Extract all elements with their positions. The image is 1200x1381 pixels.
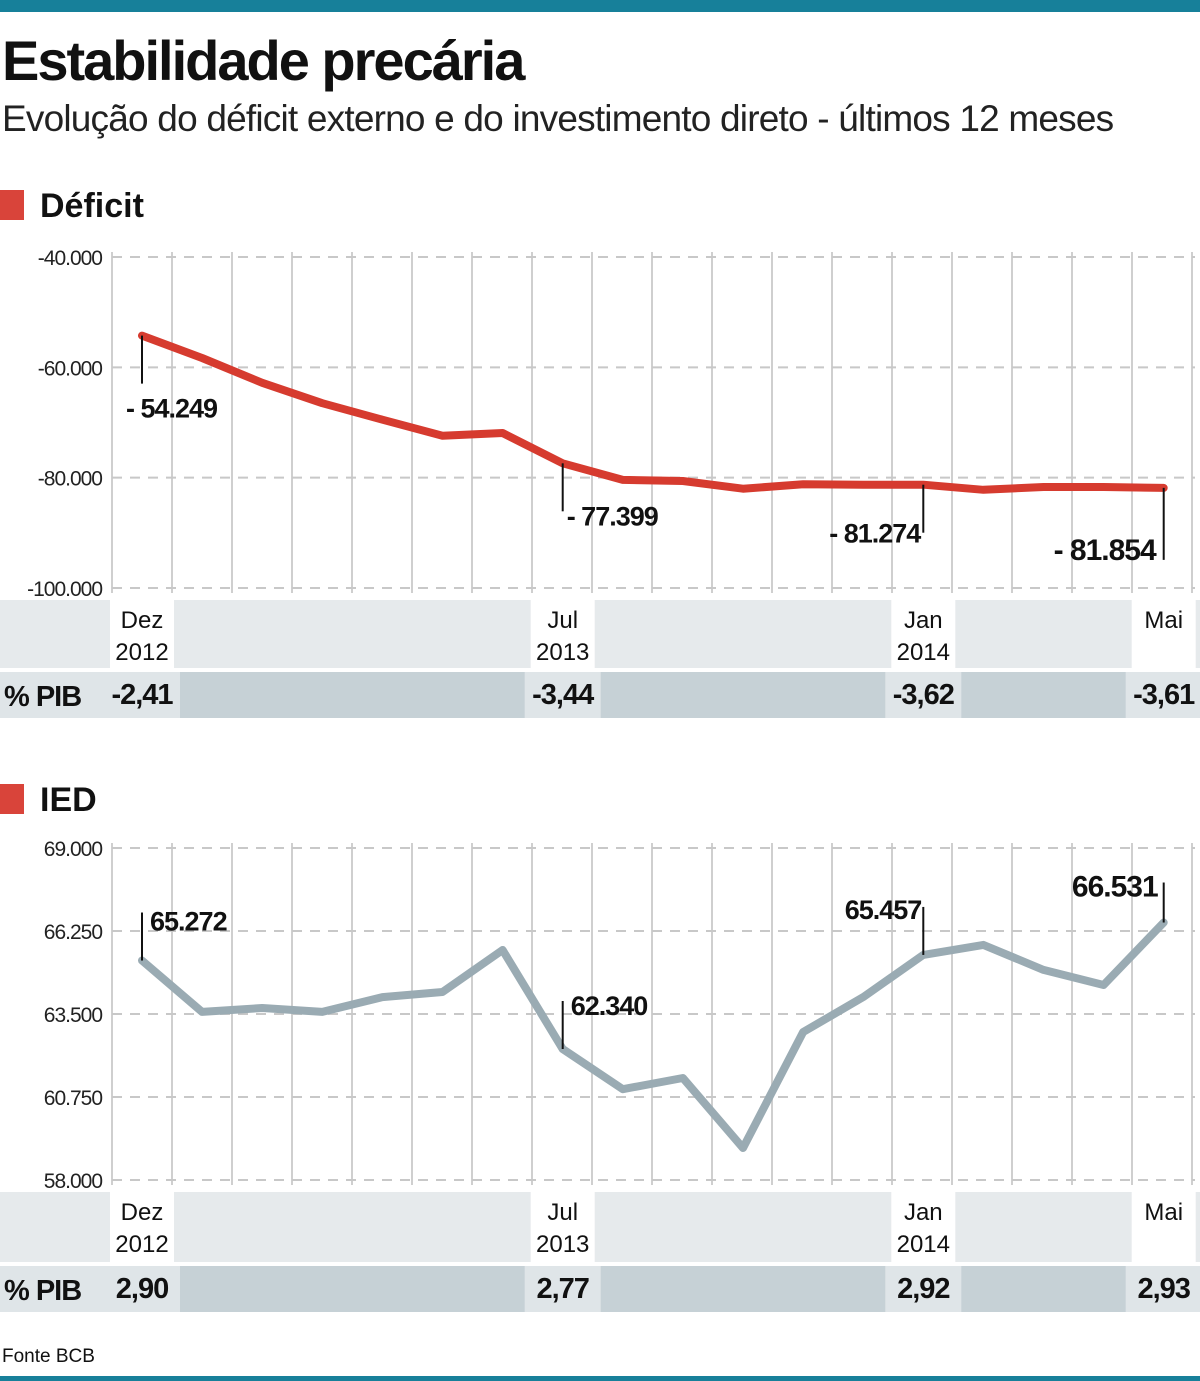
data-label: 66.531 — [1072, 871, 1158, 904]
series-line — [138, 918, 1168, 1152]
chart-title: Déficit — [40, 187, 144, 225]
data-label: - 81.274 — [829, 519, 921, 549]
x-tick-month: Mai — [1144, 1199, 1183, 1226]
x-tick-month: Jan — [904, 1199, 943, 1226]
x-label-cell — [1131, 600, 1196, 668]
x-label-cell — [530, 1192, 595, 1262]
x-label-cell — [891, 1192, 956, 1262]
x-axis-band — [0, 1192, 1200, 1262]
pib-value-cell — [524, 1266, 601, 1312]
x-label-cell — [891, 600, 956, 668]
data-label: - 77.399 — [567, 501, 659, 531]
legend-square — [0, 784, 24, 814]
chart-ied: IED 69.000 66.250 63.500 60.750 58.000 65.272 6… — [0, 781, 1200, 1312]
data-label: - 54.249 — [126, 394, 218, 424]
legend-square — [0, 190, 24, 220]
pib-value-cell — [885, 1266, 962, 1312]
x-tick-year: 2014 — [897, 1231, 950, 1258]
page-title: Estabilidade precária — [2, 29, 525, 92]
pib-value: -3,61 — [1133, 679, 1195, 711]
pib-value: 2,90 — [116, 1273, 168, 1305]
x-tick-month: Dez — [121, 607, 164, 634]
bottom-accent-bar — [0, 1376, 1200, 1381]
x-tick-year: 2012 — [115, 1231, 168, 1258]
x-tick-month: Jul — [547, 1199, 578, 1226]
x-tick-month: Jan — [904, 607, 943, 634]
x-tick-month: Mai — [1144, 607, 1183, 634]
source-note: Fonte BCB — [2, 1346, 95, 1367]
y-tick-label: 69.000 — [44, 838, 103, 861]
pib-value-cell — [104, 1266, 180, 1312]
y-tick-label: 63.500 — [44, 1004, 103, 1027]
data-label: - 81.854 — [1054, 534, 1157, 567]
data-label: 62.340 — [571, 991, 648, 1021]
pib-value: -3,62 — [893, 679, 954, 711]
pib-value-cell — [1125, 672, 1200, 718]
pib-label: % PIB — [4, 1275, 81, 1307]
pib-value: 2,77 — [536, 1273, 588, 1305]
y-tick-label: 58.000 — [44, 1170, 103, 1193]
x-tick-year: 2013 — [536, 1231, 589, 1258]
page-subtitle: Evolução do déficit externo e do investi… — [2, 98, 1114, 139]
x-tick-month: Dez — [121, 1199, 164, 1226]
pib-value-cell — [1125, 1266, 1200, 1312]
y-tick-label: 66.250 — [44, 921, 103, 944]
chart-title: IED — [40, 781, 97, 819]
pib-label-cell — [0, 672, 104, 718]
chart-deficit: Déficit -40.000 -60.000 -80.000 -100.000 - 54… — [0, 187, 1200, 718]
pib-label-cell — [0, 1266, 104, 1312]
data-label: 65.457 — [845, 895, 922, 925]
pib-value-cell — [104, 672, 180, 718]
pib-value: -2,41 — [111, 679, 173, 711]
x-label-cell — [530, 600, 595, 668]
x-axis-band — [0, 600, 1200, 668]
pib-value: 2,93 — [1137, 1273, 1190, 1305]
x-tick-month: Jul — [547, 607, 578, 634]
x-tick-year: 2013 — [536, 639, 589, 666]
x-label-cell — [110, 1192, 174, 1262]
y-tick-label: -100.000 — [27, 578, 102, 601]
y-tick-label: 60.750 — [44, 1087, 103, 1110]
y-tick-label: -80.000 — [38, 468, 103, 491]
pib-value: -3,44 — [532, 679, 594, 711]
pib-value: 2,92 — [897, 1273, 949, 1305]
y-tick-label: -60.000 — [38, 357, 103, 380]
pib-label: % PIB — [4, 681, 81, 713]
top-accent-bar — [0, 0, 1200, 12]
y-tick-label: -40.000 — [38, 247, 103, 270]
x-tick-year: 2014 — [897, 639, 950, 666]
x-tick-year: 2012 — [115, 639, 168, 666]
data-label: 65.272 — [150, 907, 227, 937]
series-line — [138, 331, 1168, 494]
pib-value-cell — [524, 672, 601, 718]
x-label-cell — [110, 600, 174, 668]
x-label-cell — [1131, 1192, 1196, 1262]
pib-value-cell — [885, 672, 962, 718]
